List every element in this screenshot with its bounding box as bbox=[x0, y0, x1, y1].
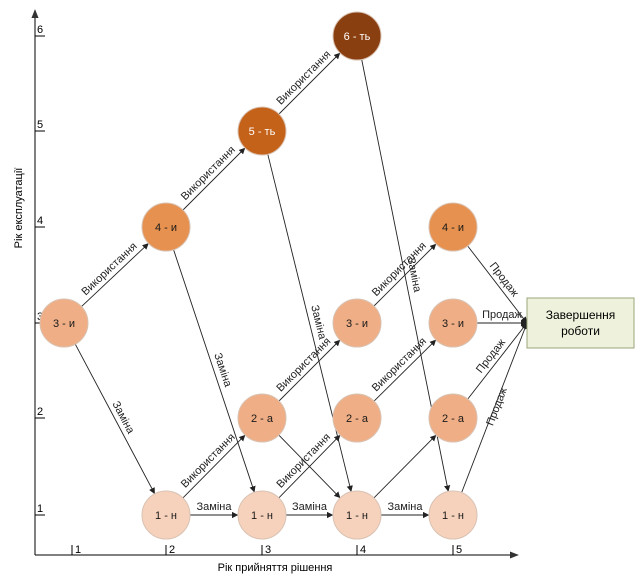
y-tick-label: 3 bbox=[37, 311, 43, 323]
node-circle bbox=[141, 490, 191, 540]
node-label: 4 - и bbox=[442, 222, 464, 234]
node-n3i_5: 3 - и bbox=[428, 298, 478, 348]
node-circle bbox=[141, 202, 191, 252]
edge-label: Заміна bbox=[308, 304, 328, 342]
y-tick-label: 5 bbox=[37, 119, 43, 131]
axes: 1 2 3 4 5 6 1 2 3 4 5 Рік експлуатації Рік прийня… bbox=[13, 9, 519, 574]
edge-label: Використання bbox=[179, 144, 238, 203]
x-axis-title: Рік прийняття рішення bbox=[218, 562, 333, 574]
node-n1n_4: 1 - н bbox=[332, 490, 382, 540]
x-tick-label: 1 bbox=[75, 544, 81, 556]
node-label: 1 - н bbox=[442, 510, 464, 522]
node-label: 5 - ть bbox=[249, 126, 276, 138]
end-node-box bbox=[526, 297, 635, 349]
edge-arrow bbox=[278, 52, 341, 115]
node-n6t_4: 6 - ть bbox=[332, 11, 382, 61]
edge-label: Заміна bbox=[388, 501, 424, 513]
edge-labels: Використання Заміна Використання Заміна Вико… bbox=[79, 48, 522, 513]
node-label: 3 - и bbox=[442, 318, 464, 330]
edge-arrow bbox=[467, 322, 528, 400]
edge-label: Продаж bbox=[474, 336, 508, 375]
node-n4i_5: 4 - и bbox=[428, 202, 478, 252]
node-label: 2 - а bbox=[346, 413, 369, 425]
edge-arrow bbox=[74, 343, 156, 495]
node-n5t_3: 5 - ть bbox=[237, 106, 287, 156]
edge-label: Продаж bbox=[482, 309, 522, 321]
edge-label: Заміна bbox=[211, 352, 234, 390]
node-label: 4 - и bbox=[155, 222, 177, 234]
edge-arrow bbox=[373, 339, 437, 402]
nodes: 3 - и 4 - и 1 - н 5 - ть 2 - а 1 - н 6 - ть 3 -… bbox=[39, 11, 478, 540]
edge-label: Заміна bbox=[109, 399, 136, 436]
y-axis-title: Рік експлуатації bbox=[13, 168, 25, 249]
edge-arrow bbox=[373, 243, 437, 307]
node-label: 3 - и bbox=[53, 318, 75, 330]
node-circle bbox=[428, 202, 478, 252]
edge-arrow bbox=[461, 322, 528, 493]
node-label: 6 - ть bbox=[344, 31, 371, 43]
end-node-line2: роботи bbox=[561, 324, 600, 338]
edge-arrow bbox=[173, 249, 256, 493]
edge-arrow bbox=[182, 434, 246, 499]
node-label: 1 - н bbox=[251, 510, 273, 522]
x-tick-label: 3 bbox=[265, 544, 271, 556]
y-tick-label: 4 bbox=[37, 215, 43, 227]
node-n2a_4: 2 - а bbox=[332, 393, 382, 443]
node-n2a_3: 2 - а bbox=[237, 393, 287, 443]
end-node-line1: Завершення bbox=[546, 308, 616, 322]
node-n1n_3: 1 - н bbox=[237, 490, 287, 540]
node-circle bbox=[332, 490, 382, 540]
edge-arrow bbox=[373, 434, 437, 499]
y-tick-label: 2 bbox=[37, 406, 43, 418]
y-tick-label: 1 bbox=[37, 503, 43, 515]
node-label: 2 - а bbox=[251, 413, 274, 425]
edge-arrow bbox=[278, 434, 341, 499]
node-circle bbox=[428, 393, 478, 443]
node-circle bbox=[237, 106, 287, 156]
node-label: 3 - и bbox=[346, 318, 368, 330]
edge-arrow bbox=[467, 245, 528, 324]
node-label: 2 - а bbox=[442, 413, 465, 425]
x-tick-label: 5 bbox=[456, 544, 462, 556]
node-n3i_4: 3 - и bbox=[332, 298, 382, 348]
edge-arrow bbox=[81, 243, 149, 307]
edge-label: Продаж bbox=[484, 385, 510, 427]
node-circle bbox=[237, 393, 287, 443]
node-circle bbox=[237, 490, 287, 540]
edge-arrow bbox=[278, 339, 341, 402]
x-axis-ticks: 1 2 3 4 5 bbox=[71, 544, 462, 556]
end-node: Завершення роботи bbox=[526, 297, 635, 349]
node-circle bbox=[332, 11, 382, 61]
x-tick-label: 4 bbox=[360, 544, 366, 556]
node-n2a_5: 2 - а bbox=[428, 393, 478, 443]
edge-arrow bbox=[182, 147, 246, 211]
node-n1n_5: 1 - н bbox=[428, 490, 478, 540]
node-circle bbox=[428, 298, 478, 348]
node-n4i_2: 4 - и bbox=[141, 202, 191, 252]
edge-label: Заміна bbox=[197, 501, 233, 513]
node-circle bbox=[332, 298, 382, 348]
y-tick-label: 6 bbox=[37, 24, 43, 36]
node-label: 1 - н bbox=[346, 510, 368, 522]
node-circle bbox=[39, 298, 89, 348]
edge-label: Заміна bbox=[292, 501, 328, 513]
edge-label: Використання bbox=[370, 335, 429, 394]
node-label: 1 - н bbox=[155, 510, 177, 522]
edges bbox=[74, 52, 528, 519]
edge-label: Використання bbox=[79, 240, 139, 298]
node-circle bbox=[332, 393, 382, 443]
node-circle bbox=[428, 490, 478, 540]
edge-label: Використання bbox=[179, 431, 238, 490]
node-n3i_1: 3 - и bbox=[39, 298, 89, 348]
x-tick-label: 2 bbox=[169, 544, 175, 556]
y-axis-ticks: 1 2 3 4 5 6 bbox=[35, 24, 45, 516]
node-n1n_2: 1 - н bbox=[141, 490, 191, 540]
edge-label: Використання bbox=[274, 48, 333, 107]
